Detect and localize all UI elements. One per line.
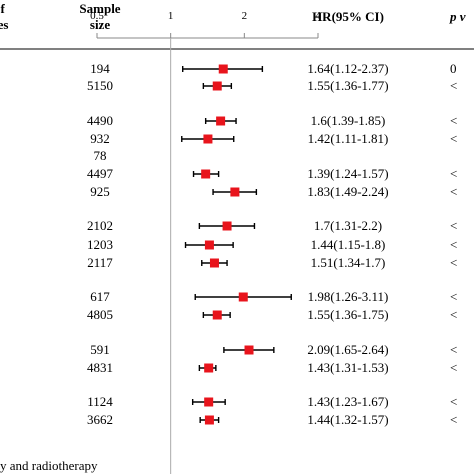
sample-size: 925: [90, 184, 110, 199]
row-label-fragment: 0: [0, 413, 1, 427]
hr-marker: [204, 397, 214, 407]
header-sample-bottom: size: [89, 17, 111, 32]
hr-ci-label: 1.98(1.26-3.11): [307, 289, 389, 304]
p-value-fragment: <: [450, 131, 458, 146]
hr-marker: [244, 345, 254, 355]
sample-size: 2102: [87, 218, 113, 233]
p-value-fragment: <: [450, 342, 458, 357]
sample-size: 5150: [87, 78, 113, 93]
p-value-fragment: <: [450, 289, 458, 304]
sample-size: 3662: [87, 412, 113, 427]
p-value-fragment: <: [450, 218, 458, 233]
p-value-fragment: <: [450, 113, 458, 128]
p-value-fragment: <: [450, 394, 458, 409]
sample-size: 78: [93, 148, 107, 163]
x-axis-tick-label: 1: [168, 10, 174, 22]
header-hr: HR(95% CI): [312, 9, 384, 24]
hr-marker: [230, 187, 240, 197]
sample-size: 4490: [87, 113, 113, 128]
sample-size: 4497: [87, 166, 113, 181]
hr-ci-label: 2.09(1.65-2.64): [307, 342, 389, 357]
sample-size: 591: [90, 342, 110, 357]
hr-marker: [209, 258, 219, 268]
x-axis-tick-label: 2: [242, 10, 248, 22]
header-p: p v: [450, 9, 466, 24]
hr-marker: [216, 116, 226, 126]
hr-ci-label: 1.6(1.39-1.85): [310, 113, 386, 128]
footnote: y and radiotherapy: [0, 458, 98, 473]
hr-marker: [204, 240, 214, 250]
hr-ci-label: 1.51(1.34-1.7): [310, 255, 386, 270]
header-sample-top: Sample: [79, 1, 121, 16]
sample-size: 4831: [87, 360, 113, 375]
hr-marker: [238, 292, 248, 302]
x-axis-tick-label: 4: [315, 10, 321, 22]
sample-size: 194: [90, 61, 110, 76]
hr-marker: [204, 415, 214, 425]
sample-size: 1124: [87, 394, 113, 409]
hr-marker: [222, 221, 232, 231]
header-left-top: of: [0, 1, 5, 16]
hr-marker: [201, 169, 211, 179]
hr-ci-label: 1.43(1.31-1.53): [307, 360, 389, 375]
p-value-fragment: 0: [450, 61, 457, 76]
hr-ci-label: 1.39(1.24-1.57): [307, 166, 389, 181]
hr-ci-label: 1.55(1.36-1.75): [307, 307, 389, 322]
p-value-fragment: <: [450, 255, 458, 270]
hr-ci-label: 1.83(1.49-2.24): [307, 184, 389, 199]
hr-ci-label: 1.44(1.15-1.8): [310, 237, 386, 252]
p-value-fragment: <: [450, 184, 458, 199]
p-value-fragment: <: [450, 412, 458, 427]
hr-marker: [204, 363, 214, 373]
sample-size: 1203: [87, 237, 113, 252]
sample-size: 4805: [87, 307, 113, 322]
header-left-bottom: ies: [0, 17, 9, 32]
hr-ci-label: 1.42(1.11-1.81): [307, 131, 389, 146]
hr-ci-label: 1.7(1.31-2.2): [313, 218, 383, 233]
p-value-fragment: <: [450, 360, 458, 375]
hr-ci-label: 1.64(1.12-2.37): [307, 61, 389, 76]
sample-size: 2117: [87, 255, 113, 270]
hr-marker: [218, 64, 228, 74]
hr-marker: [203, 134, 213, 144]
hr-ci-label: 1.44(1.32-1.57): [307, 412, 389, 427]
hr-marker: [212, 310, 222, 320]
p-value-fragment: <: [450, 166, 458, 181]
hr-ci-label: 1.55(1.36-1.77): [307, 78, 389, 93]
sample-size: 932: [90, 131, 110, 146]
p-value-fragment: <: [450, 307, 458, 322]
hr-ci-label: 1.43(1.23-1.67): [307, 394, 389, 409]
hr-marker: [212, 81, 222, 91]
p-value-fragment: <: [450, 78, 458, 93]
p-value-fragment: <: [450, 237, 458, 252]
sample-size: 617: [90, 289, 110, 304]
x-axis-tick-label: 0.5: [90, 10, 104, 22]
